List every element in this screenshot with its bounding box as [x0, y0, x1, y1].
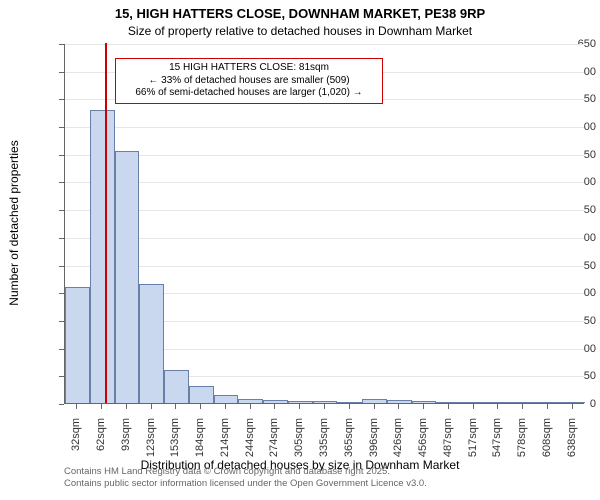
- y-tick-mark: [59, 404, 64, 405]
- histogram-bar: [214, 395, 239, 403]
- x-tick-mark: [448, 404, 449, 409]
- x-tick-mark: [126, 404, 127, 409]
- x-tick-mark: [175, 404, 176, 409]
- x-tick-mark: [497, 404, 498, 409]
- histogram-bar: [164, 370, 189, 403]
- x-tick-mark: [250, 404, 251, 409]
- histogram-bar: [115, 151, 140, 403]
- histogram-bar: [486, 402, 511, 403]
- gridline: [65, 266, 584, 267]
- x-tick-mark: [299, 404, 300, 409]
- attribution-line: Contains HM Land Registry data © Crown c…: [64, 466, 427, 478]
- histogram-bar: [535, 402, 560, 403]
- x-tick-mark: [522, 404, 523, 409]
- histogram-bar: [387, 400, 412, 403]
- histogram-bar: [90, 110, 115, 403]
- x-tick-mark: [76, 404, 77, 409]
- histogram-bar: [560, 402, 585, 403]
- callout-line: 15 HIGH HATTERS CLOSE: 81sqm: [122, 62, 376, 75]
- histogram-bar: [461, 402, 486, 403]
- gridline: [65, 44, 584, 45]
- x-tick-mark: [572, 404, 573, 409]
- callout-line: 66% of semi-detached houses are larger (…: [122, 87, 376, 100]
- y-axis-label: Number of detached properties: [7, 43, 21, 403]
- attribution-text: Contains HM Land Registry data © Crown c…: [64, 466, 427, 490]
- histogram-bar: [238, 399, 263, 403]
- histogram-bar: [189, 386, 214, 403]
- reference-marker-line: [105, 43, 107, 403]
- x-tick-mark: [151, 404, 152, 409]
- gridline: [65, 182, 584, 183]
- x-tick-mark: [473, 404, 474, 409]
- gridline: [65, 238, 584, 239]
- histogram-bar: [288, 401, 313, 403]
- histogram-bar: [313, 401, 338, 403]
- histogram-chart: 15, HIGH HATTERS CLOSE, DOWNHAM MARKET, …: [0, 0, 600, 500]
- histogram-bar: [139, 284, 164, 403]
- histogram-bar: [65, 287, 90, 403]
- histogram-bar: [412, 401, 437, 403]
- histogram-bar: [511, 402, 536, 403]
- callout-line: ← 33% of detached houses are smaller (50…: [122, 75, 376, 88]
- x-tick-mark: [225, 404, 226, 409]
- plot-area: 15 HIGH HATTERS CLOSE: 81sqm← 33% of det…: [64, 44, 584, 404]
- gridline: [65, 155, 584, 156]
- histogram-bar: [362, 399, 387, 403]
- x-tick-mark: [398, 404, 399, 409]
- attribution-line: Contains public sector information licen…: [64, 478, 427, 490]
- histogram-bar: [337, 402, 362, 403]
- x-tick-mark: [324, 404, 325, 409]
- histogram-bar: [436, 402, 461, 403]
- x-tick-mark: [349, 404, 350, 409]
- histogram-bar: [263, 400, 288, 403]
- gridline: [65, 127, 584, 128]
- gridline: [65, 210, 584, 211]
- x-tick-mark: [547, 404, 548, 409]
- callout-box: 15 HIGH HATTERS CLOSE: 81sqm← 33% of det…: [115, 58, 383, 104]
- chart-title: 15, HIGH HATTERS CLOSE, DOWNHAM MARKET, …: [0, 6, 600, 21]
- chart-subtitle: Size of property relative to detached ho…: [0, 24, 600, 38]
- x-tick-mark: [200, 404, 201, 409]
- x-tick-mark: [274, 404, 275, 409]
- x-tick-mark: [374, 404, 375, 409]
- x-tick-mark: [101, 404, 102, 409]
- x-tick-mark: [423, 404, 424, 409]
